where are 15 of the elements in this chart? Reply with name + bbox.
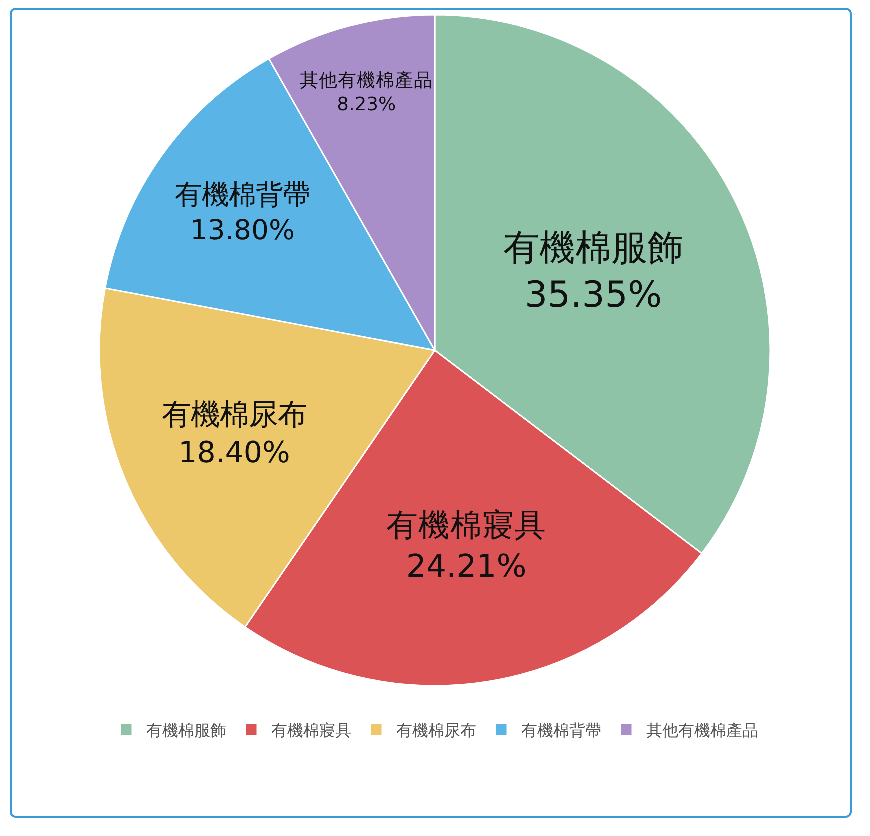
data-label: 24.21%: [406, 549, 527, 586]
legend-label: 有機棉尿布: [396, 720, 476, 740]
slice-label: 其他有機棉產品: [300, 70, 434, 92]
data-label: 18.40%: [178, 435, 290, 470]
data-label: 8.23%: [337, 94, 396, 116]
slice-label: 有機棉寢具: [386, 508, 547, 544]
data-label: 35.35%: [524, 274, 662, 316]
legend-label: 有機棉服飾: [146, 720, 226, 740]
legend-label: 其他有機棉產品: [646, 720, 758, 740]
data-label: 13.80%: [190, 216, 296, 247]
slice-label: 有機棉尿布: [162, 397, 307, 432]
legend-label: 有機棉背帶: [522, 720, 602, 740]
legend-label: 有機棉寢具: [272, 720, 352, 740]
slice-label: 有機棉服飾: [504, 228, 684, 270]
slice-label: 有機棉背帶: [175, 180, 310, 211]
